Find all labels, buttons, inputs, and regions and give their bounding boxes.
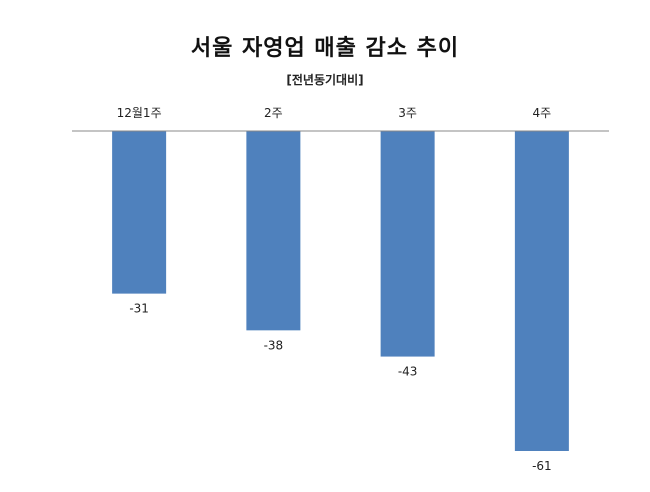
bar-3 [380,131,435,357]
chart-title: 서울 자영업 매출 감소 추이 [190,36,460,61]
bars-group [112,131,569,451]
value-label-3: -43 [398,365,418,379]
category-label-3: 3주 [398,106,417,120]
category-label-2: 2주 [264,106,283,120]
value-label-2: -38 [264,338,284,352]
category-labels: 12월1주 2주 3주 4주 [117,106,552,120]
bar-2 [246,131,301,331]
value-label-4: -61 [532,459,552,473]
category-label-4: 4주 [533,106,552,120]
category-label-1: 12월1주 [117,106,162,120]
chart-subtitle: [전년동기대비] [286,73,364,87]
bar-1 [112,131,167,294]
value-labels: -31 -38 -43 -61 [129,302,551,473]
bar-4 [514,131,569,451]
value-label-1: -31 [129,302,149,316]
